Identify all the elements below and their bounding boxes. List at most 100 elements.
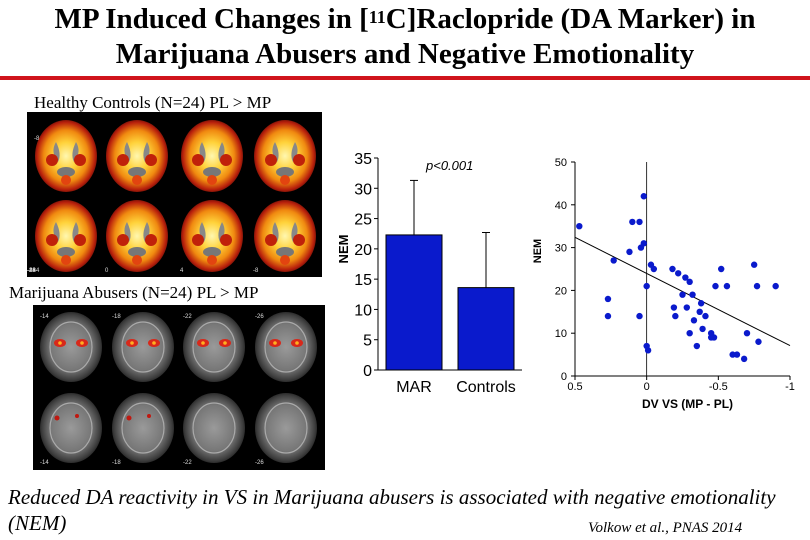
scatter-point: [679, 291, 686, 298]
title-superscript: 11: [368, 7, 386, 27]
activation-spot: [207, 175, 217, 185]
healthy-brain-slice: [181, 200, 243, 272]
scatter-point: [733, 351, 741, 358]
scatter-point: [690, 317, 698, 324]
slice-label: -8: [34, 136, 40, 142]
bar-mar: [385, 234, 443, 371]
scatter-x-axis-label: DV VS (MP - PL): [642, 397, 733, 411]
activation-spot: [280, 175, 290, 185]
ventricle-shape: [57, 247, 75, 257]
bar-y-axis-label: NEM: [336, 235, 351, 264]
activation-spot: [280, 255, 290, 265]
ventricle-shape: [128, 167, 146, 177]
scatter-point: [697, 300, 705, 307]
slice-label: -26: [255, 460, 264, 466]
activation-spot: [220, 234, 232, 246]
slide-title: MP Induced Changes in [11C]Raclopride (D…: [0, 2, 810, 72]
healthy-brain-slice: [254, 200, 316, 272]
scatter-point: [636, 218, 643, 226]
scatter-y-tick-label: 10: [555, 328, 567, 340]
title-divider: [0, 76, 810, 80]
activation-core: [130, 341, 134, 345]
bar-y-tick-label: 30: [354, 181, 372, 198]
activation-spot: [192, 234, 204, 246]
scatter-x-tick-label: 0: [644, 381, 650, 393]
gyri-outline: [121, 402, 165, 454]
slice-label: -14: [40, 460, 49, 466]
activation-core: [80, 341, 84, 345]
gyri-outline: [264, 321, 308, 373]
scatter-point: [755, 338, 762, 345]
ventricle-shape: [57, 167, 75, 177]
scatter-point: [696, 308, 703, 315]
slice-label: -22: [183, 460, 192, 466]
activation-spot: [117, 234, 129, 246]
gyri-outline: [192, 321, 236, 373]
healthy-brain-slice: [35, 120, 97, 192]
scatter-point: [753, 282, 761, 290]
bar-category-label: Controls: [456, 379, 516, 396]
activation-spot: [147, 414, 151, 418]
activation-spot: [293, 154, 305, 166]
activation-core: [58, 341, 62, 345]
scatter-point: [637, 244, 645, 251]
scatter-point: [743, 330, 751, 337]
activation-spot: [126, 415, 132, 421]
activation-spot: [117, 154, 129, 166]
slice-label: -8: [253, 268, 259, 274]
activation-core: [223, 341, 227, 345]
scatter-y-axis-label: NEM: [532, 239, 544, 263]
scatter-x-tick-label: -0.5: [709, 381, 728, 393]
scatter-point: [740, 355, 748, 363]
gyri-outline: [264, 402, 308, 454]
scatter-point: [604, 295, 612, 303]
gyri-outline: [121, 321, 165, 373]
activation-spot: [207, 255, 217, 265]
scatter-point: [718, 265, 725, 273]
slice-label: -26: [27, 268, 36, 274]
scatter-y-tick-label: 30: [555, 243, 567, 255]
slice-label: -18: [27, 268, 36, 274]
scatter-point: [644, 347, 652, 354]
ventricle-shape: [203, 167, 221, 177]
title-line1-prefix: MP Induced Changes in [: [54, 3, 369, 35]
slice-label: 0: [105, 268, 109, 274]
bar-y-tick-label: 10: [354, 302, 372, 319]
bar-y-tick-label: 0: [363, 363, 372, 380]
activation-spot: [132, 175, 142, 185]
healthy-controls-label: Healthy Controls (N=24) PL > MP: [34, 93, 272, 112]
healthy-brain-slice: [181, 120, 243, 192]
ventricle-shape: [128, 247, 146, 257]
healthy-brain-scan-panel: -8 -4 0 4 -8 -4-14-18-22-26: [27, 112, 322, 277]
activation-spot: [192, 154, 204, 166]
slice-label: 4: [180, 268, 184, 274]
scatter-point: [772, 282, 779, 290]
activation-spot: [74, 234, 86, 246]
slice-label: -18: [112, 314, 121, 320]
scatter-y-tick-label: 40: [555, 200, 567, 212]
scatter-point: [683, 304, 690, 311]
healthy-brain-slice: [254, 120, 316, 192]
activation-spot: [75, 414, 79, 418]
activation-spot: [220, 154, 232, 166]
activation-spot: [265, 154, 277, 166]
scatter-point: [576, 223, 583, 230]
scatter-point: [712, 282, 719, 290]
scatter-point: [699, 325, 706, 333]
bar-controls: [457, 287, 515, 371]
scatter-y-tick-label: 0: [561, 371, 567, 383]
scatter-point: [626, 248, 633, 256]
gyri-outline: [49, 402, 93, 454]
healthy-brain-slice: [35, 200, 97, 272]
nem-bar-chart: 0 5 10 15 20 25 30 35 NEM MAR Controls p<0.001: [336, 151, 522, 396]
activation-spot: [293, 234, 305, 246]
healthy-brain-slice: [106, 120, 168, 192]
slide-caption: Reduced DA reactivity in VS in Marijuana…: [8, 485, 776, 535]
scatter-point: [675, 270, 682, 277]
activation-spot: [46, 234, 58, 246]
scatter-point: [670, 304, 678, 311]
scatter-y-tick-label: 50: [555, 157, 567, 169]
scatter-point: [604, 312, 612, 320]
activation-spot: [74, 154, 86, 166]
citation: Volkow et al., PNAS 2014: [588, 520, 743, 536]
